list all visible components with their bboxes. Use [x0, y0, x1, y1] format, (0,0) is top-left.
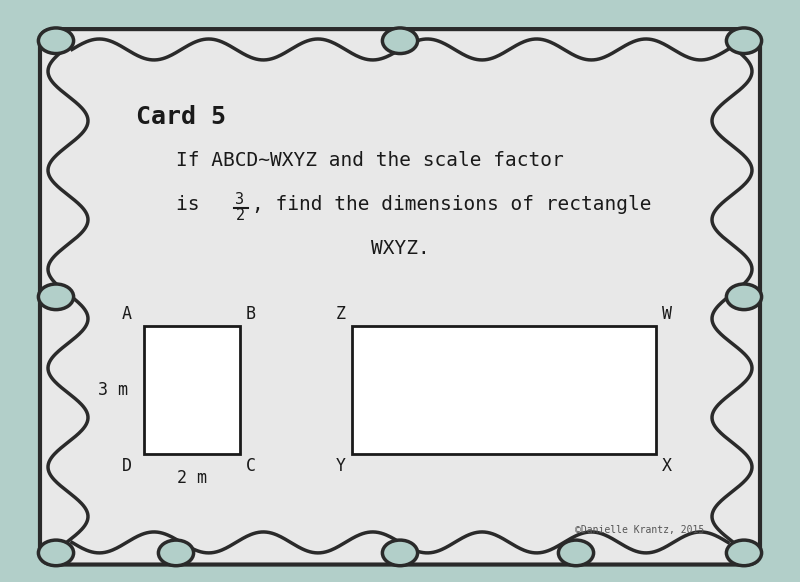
Text: W: W: [662, 306, 672, 324]
Text: Z: Z: [336, 306, 346, 324]
Circle shape: [382, 540, 418, 566]
Text: WXYZ.: WXYZ.: [370, 239, 430, 258]
Text: B: B: [246, 306, 256, 324]
Text: 3: 3: [235, 192, 245, 207]
Text: If ABCD~WXYZ and the scale factor: If ABCD~WXYZ and the scale factor: [176, 151, 564, 171]
Text: Y: Y: [336, 456, 346, 474]
Circle shape: [38, 28, 74, 54]
Circle shape: [726, 540, 762, 566]
Bar: [144, 326, 240, 454]
Circle shape: [158, 540, 194, 566]
Circle shape: [558, 540, 594, 566]
Text: A: A: [122, 306, 132, 324]
Text: 2: 2: [235, 208, 245, 223]
Circle shape: [726, 28, 762, 54]
Circle shape: [38, 284, 74, 310]
Circle shape: [38, 540, 74, 566]
Text: , find the dimensions of rectangle: , find the dimensions of rectangle: [252, 195, 651, 214]
Text: Card 5: Card 5: [136, 105, 226, 129]
Text: C: C: [246, 456, 256, 474]
Text: D: D: [122, 456, 132, 474]
Circle shape: [726, 284, 762, 310]
Text: 2 m: 2 m: [177, 469, 207, 487]
Text: X: X: [662, 456, 672, 474]
Circle shape: [382, 28, 418, 54]
Text: is: is: [176, 195, 211, 214]
Bar: [352, 326, 656, 454]
Text: 3 m: 3 m: [98, 381, 128, 399]
Text: ©Danielle Krantz, 2015: ©Danielle Krantz, 2015: [574, 526, 704, 535]
FancyBboxPatch shape: [40, 29, 760, 565]
